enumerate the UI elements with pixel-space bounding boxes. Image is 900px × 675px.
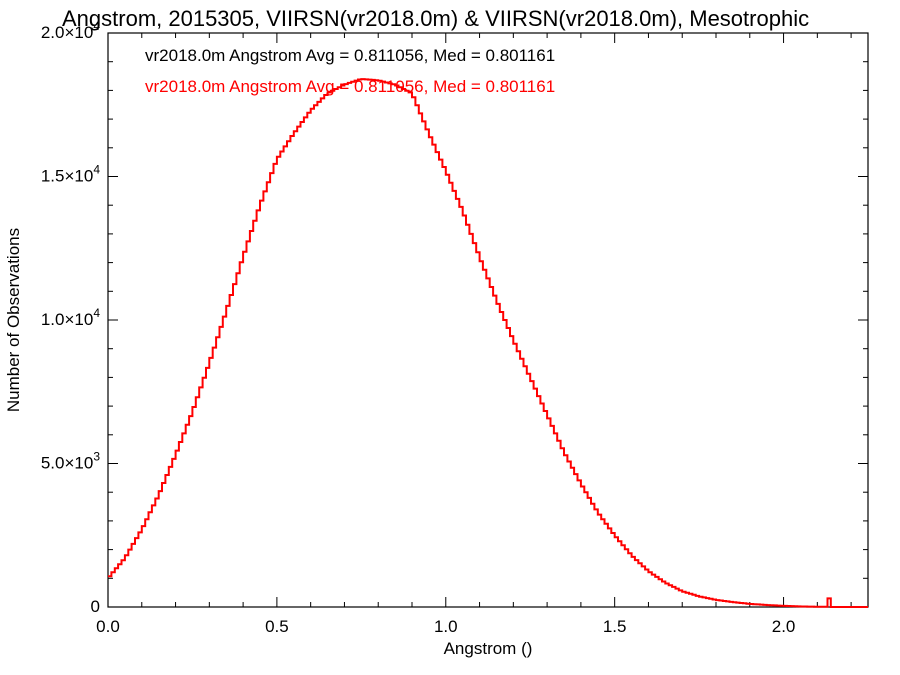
axis-ticks	[107, 32, 868, 608]
series-layer	[108, 78, 868, 608]
y-tick-label-0: 0	[91, 597, 100, 616]
x-tick-label-3: 1.5	[603, 617, 627, 636]
chart-title: Angstrom, 2015305, VIIRSN(vr2018.0m) & V…	[62, 6, 809, 31]
annotation-1: vr2018.0m Angstrom Avg = 0.811056, Med =…	[145, 77, 555, 96]
x-tick-label-0: 0.0	[96, 617, 120, 636]
x-tick-label-4: 2.0	[772, 617, 796, 636]
annotations: vr2018.0m Angstrom Avg = 0.811056, Med =…	[145, 46, 555, 96]
series-line-0	[108, 78, 868, 608]
y-tick-label-2: 1.0×104	[41, 306, 100, 329]
x-tick-label-1: 0.5	[265, 617, 289, 636]
y-tick-label-3: 1.5×104	[41, 163, 100, 186]
y-tick-label-1: 5.0×103	[41, 450, 100, 473]
x-axis-label: Angstrom ()	[444, 639, 533, 658]
annotation-0: vr2018.0m Angstrom Avg = 0.811056, Med =…	[145, 46, 555, 65]
x-tick-label-2: 1.0	[434, 617, 458, 636]
y-axis-label: Number of Observations	[4, 228, 23, 412]
y-tick-label-4: 2.0×104	[41, 19, 100, 42]
tick-labels: 0.0 0.5 1.0 1.5 2.0 0 5.0×103 1.0×104 1.5×104 2.0…	[41, 19, 796, 636]
